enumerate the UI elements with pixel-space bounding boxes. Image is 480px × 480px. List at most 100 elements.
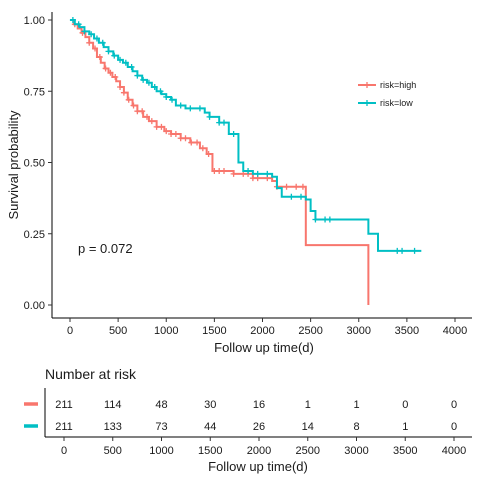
censor-mark bbox=[117, 56, 124, 63]
risk-count: 0 bbox=[451, 421, 457, 433]
censor-mark bbox=[134, 72, 141, 79]
legend-label: risk=low bbox=[380, 98, 413, 108]
legend: risk=high risk=low bbox=[358, 80, 416, 108]
x-tick-label: 2000 bbox=[250, 325, 274, 337]
censor-mark bbox=[283, 183, 290, 190]
censor-mark bbox=[312, 216, 319, 223]
censor-mark bbox=[264, 170, 271, 177]
censor-mark bbox=[188, 139, 195, 146]
y-axis-title: Survival probability bbox=[6, 110, 21, 220]
risk-count: 26 bbox=[253, 421, 265, 433]
risk-count: 1 bbox=[402, 421, 408, 433]
censor-mark bbox=[157, 88, 164, 95]
risk-count: 0 bbox=[451, 399, 457, 411]
censor-mark bbox=[148, 118, 155, 125]
censor-mark bbox=[411, 247, 418, 254]
risk-count: 0 bbox=[402, 399, 408, 411]
censor-mark bbox=[399, 247, 406, 254]
legend-label: risk=high bbox=[380, 80, 416, 90]
risk-count: 114 bbox=[104, 399, 122, 411]
risk-count: 48 bbox=[155, 399, 167, 411]
y-tick-label: 0.50 bbox=[24, 158, 45, 170]
risk-x-tick-label: 0 bbox=[61, 445, 67, 457]
p-value-annotation: p = 0.072 bbox=[78, 241, 133, 256]
censor-mark bbox=[130, 102, 137, 109]
risk-x-tick-label: 1500 bbox=[198, 445, 222, 457]
censor-mark bbox=[96, 54, 103, 61]
censor-mark bbox=[102, 65, 109, 72]
x-tick-label: 3000 bbox=[347, 325, 371, 337]
risk-x-tick-label: 2000 bbox=[247, 445, 271, 457]
censor-mark bbox=[206, 113, 213, 120]
censor-mark bbox=[163, 93, 170, 100]
risk-count: 14 bbox=[302, 421, 314, 433]
x-axis-title: Follow up time(d) bbox=[214, 340, 314, 355]
censor-mark bbox=[99, 39, 106, 46]
risk-count: 8 bbox=[353, 421, 359, 433]
censor-mark bbox=[194, 139, 201, 146]
censor-mark bbox=[117, 83, 124, 90]
x-tick-label: 1500 bbox=[202, 325, 226, 337]
censor-mark bbox=[172, 131, 179, 137]
censor-mark bbox=[122, 59, 129, 66]
survival-curve bbox=[70, 19, 422, 252]
censor-mark bbox=[230, 131, 237, 137]
censor-mark bbox=[120, 89, 127, 96]
x-tick-label: 1000 bbox=[154, 325, 178, 337]
censor-mark bbox=[105, 48, 112, 55]
censor-mark bbox=[205, 150, 212, 157]
risk-count: 1 bbox=[305, 399, 311, 411]
y-tick-label: 0.25 bbox=[24, 229, 45, 241]
censor-mark bbox=[182, 135, 189, 142]
censor-mark bbox=[69, 17, 76, 23]
x-tick-label: 3500 bbox=[395, 325, 419, 337]
censor-mark bbox=[158, 123, 165, 130]
y-tick-label: 0.00 bbox=[24, 300, 45, 312]
censor-mark bbox=[293, 183, 300, 190]
y-tick-label: 0.75 bbox=[24, 86, 45, 98]
censor-mark bbox=[144, 113, 150, 120]
censor-mark bbox=[92, 45, 99, 52]
x-tick-label: 0 bbox=[67, 325, 73, 337]
censor-mark bbox=[245, 168, 252, 175]
risk-x-tick-label: 2500 bbox=[296, 445, 320, 457]
censor-mark bbox=[86, 39, 93, 46]
censor-mark bbox=[177, 102, 184, 109]
series-risk-low bbox=[69, 17, 422, 254]
censor-mark bbox=[221, 119, 227, 126]
censor-mark bbox=[75, 21, 82, 28]
censor-mark bbox=[112, 74, 119, 80]
risk-x-tick-label: 3500 bbox=[393, 445, 417, 457]
risk-count: 133 bbox=[104, 421, 122, 433]
censor-mark bbox=[163, 128, 170, 135]
risk-table: Number at risk 211 114 48 30 16 1 1 0 0 211 133 73 44… bbox=[24, 366, 472, 474]
censor-mark bbox=[221, 168, 227, 175]
risk-count: 44 bbox=[204, 421, 216, 433]
risk-count: 211 bbox=[55, 399, 73, 411]
censor-mark bbox=[128, 64, 135, 71]
risk-count: 30 bbox=[204, 399, 216, 411]
censor-mark bbox=[299, 183, 306, 190]
censor-mark bbox=[326, 216, 333, 223]
censor-mark bbox=[230, 170, 237, 177]
survival-plot: 0.00 0.25 0.50 0.75 1.00 0 500 1000 1500 2000 2500… bbox=[6, 12, 472, 355]
censor-mark bbox=[125, 96, 132, 103]
risk-count: 73 bbox=[155, 421, 167, 433]
risk-count: 16 bbox=[253, 399, 265, 411]
series-risk-high bbox=[70, 19, 370, 305]
legend-swatch-mark bbox=[364, 100, 370, 106]
x-tick-label: 4000 bbox=[443, 325, 467, 337]
risk-x-tick-label: 4000 bbox=[442, 445, 466, 457]
censor-mark bbox=[254, 170, 261, 177]
risk-x-tick-label: 3000 bbox=[344, 445, 368, 457]
censor-mark bbox=[107, 69, 114, 76]
censor-mark bbox=[81, 28, 88, 35]
risk-count: 211 bbox=[55, 421, 73, 433]
censor-mark bbox=[187, 105, 194, 112]
censor-mark bbox=[298, 193, 304, 200]
censor-mark bbox=[140, 76, 147, 83]
risk-table-title: Number at risk bbox=[45, 366, 137, 382]
censor-mark bbox=[88, 31, 95, 38]
censor-mark bbox=[151, 83, 158, 90]
